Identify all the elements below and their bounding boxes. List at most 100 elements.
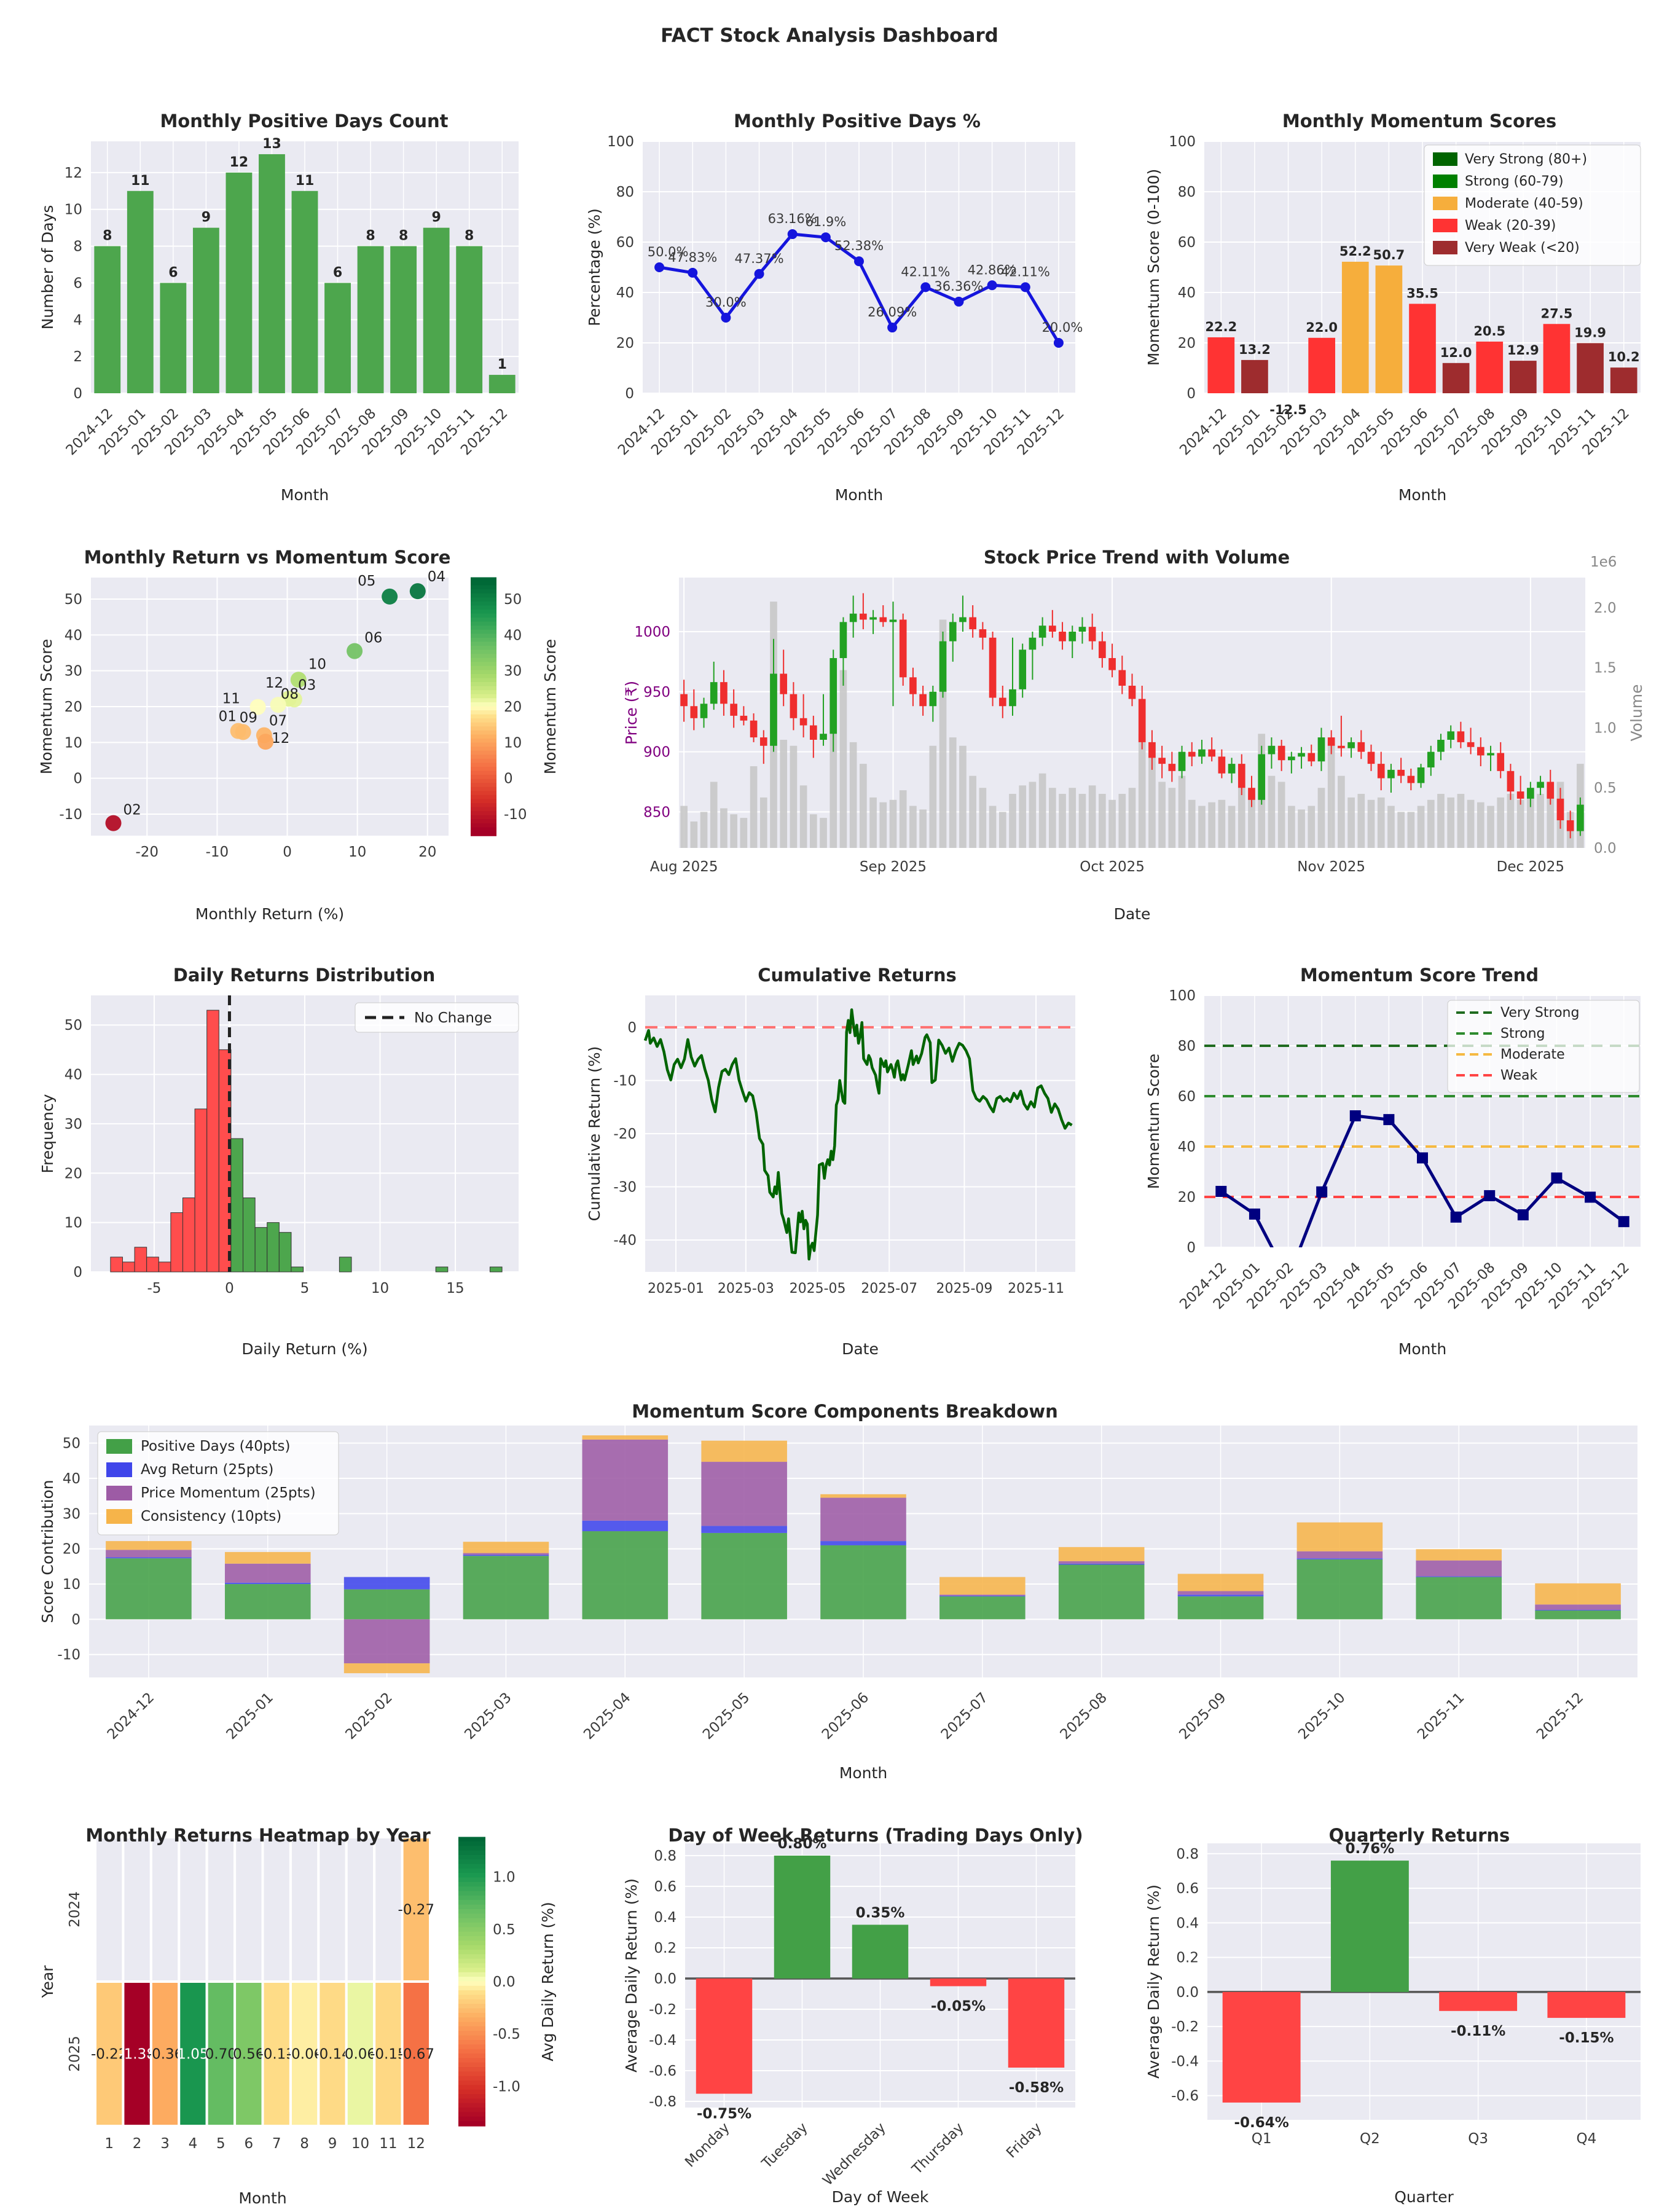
svg-text:Percentage (%): Percentage (%) (586, 208, 603, 326)
monthly-positive-pct-chart: 0 20 40 60 80 100 50.0%47.83% 30.0% 47.37% 63.16%… (586, 134, 1083, 504)
chart-monthly-returns-heatmap: Monthly Returns Heatmap by Year -0.27 -0.… (37, 1806, 602, 2212)
day-of-week-returns-chart: -0.8 -0.6 -0.4 -0.2 0.0 0.2 0.4 0.6 0.8 -0.75% 0.8… (622, 1836, 1075, 2206)
stock-price-trend-chart: 850 900 950 1000 Aug 2025 Sep 2025 Oct 2025 Nov… (622, 554, 1645, 923)
svg-text:6: 6 (333, 265, 342, 280)
svg-text:10: 10 (351, 2136, 369, 2152)
svg-text:04: 04 (428, 569, 445, 585)
svg-text:2025-07: 2025-07 (938, 1690, 991, 1743)
svg-text:-0.75%: -0.75% (697, 2106, 751, 2122)
svg-text:-0.15: -0.15 (370, 2047, 407, 2063)
svg-text:Month: Month (835, 486, 883, 504)
svg-text:100: 100 (1169, 988, 1196, 1004)
chart-monthly-positive-days-pct: Monthly Positive Days % 0 20 40 60 80 100 50.0… (584, 92, 1088, 510)
svg-text:60: 60 (1178, 1089, 1196, 1105)
chart-stock-price-trend: Stock Price Trend with Volume 850 900 950 1… (621, 528, 1653, 928)
svg-text:12.9: 12.9 (1507, 343, 1539, 358)
svg-text:Momentum Score (0-100): Momentum Score (0-100) (1145, 169, 1163, 366)
svg-text:10: 10 (63, 1577, 80, 1593)
svg-text:-5: -5 (147, 1281, 161, 1296)
svg-text:2025-07: 2025-07 (861, 1281, 917, 1296)
svg-text:40: 40 (616, 285, 634, 301)
svg-text:6: 6 (73, 275, 82, 291)
chart-return-vs-momentum: Monthly Return vs Momentum Score -10 0 10 2… (37, 528, 602, 928)
svg-text:Volume: Volume (1628, 684, 1645, 742)
svg-text:Momentum Score: Momentum Score (37, 639, 55, 774)
svg-text:1: 1 (104, 2136, 114, 2152)
svg-text:12: 12 (272, 731, 289, 747)
svg-text:8: 8 (465, 229, 474, 244)
svg-text:42.86%: 42.86% (968, 262, 1017, 277)
svg-text:Month: Month (281, 486, 329, 504)
svg-text:-0.4: -0.4 (1171, 2053, 1199, 2069)
svg-text:Q1: Q1 (1252, 2131, 1272, 2147)
svg-text:1: 1 (498, 357, 507, 372)
svg-text:6: 6 (168, 265, 178, 280)
svg-text:22.2: 22.2 (1205, 320, 1237, 334)
svg-text:2025-04: 2025-04 (581, 1690, 633, 1743)
svg-text:0: 0 (73, 386, 82, 402)
svg-text:0.76%: 0.76% (1345, 1841, 1394, 1857)
svg-text:8: 8 (103, 229, 112, 244)
svg-text:10: 10 (371, 1281, 389, 1296)
svg-text:50: 50 (65, 592, 82, 608)
svg-text:-0.14: -0.14 (314, 2047, 351, 2063)
svg-text:05: 05 (358, 573, 375, 589)
svg-text:80: 80 (616, 184, 634, 200)
svg-text:0.35%: 0.35% (856, 1905, 905, 1921)
svg-text:No Change: No Change (414, 1010, 492, 1026)
svg-text:Avg Return (25pts): Avg Return (25pts) (141, 1462, 273, 1478)
svg-text:Tuesday: Tuesday (758, 2120, 810, 2172)
svg-text:Very Strong: Very Strong (1500, 1005, 1579, 1021)
momentum-score-trend-chart: 0204060801002024-122025-012025-022025-03… (1145, 988, 1641, 1358)
svg-text:0: 0 (1186, 1240, 1196, 1256)
svg-text:Monthly Return (%): Monthly Return (%) (195, 905, 344, 923)
svg-text:5: 5 (300, 1281, 310, 1296)
cumulative-returns-chart: 0 -10 -20 -30 -40 2025-01 2025-03 2025-05 2025-0… (586, 995, 1075, 1358)
svg-text:11: 11 (222, 691, 240, 707)
svg-text:Weak: Weak (1500, 1068, 1537, 1083)
svg-text:7: 7 (272, 2136, 281, 2152)
svg-text:-0.6: -0.6 (649, 2063, 677, 2079)
svg-text:2: 2 (73, 349, 82, 365)
svg-text:26.09%: 26.09% (868, 305, 917, 320)
svg-text:Sep 2025: Sep 2025 (860, 859, 927, 875)
svg-text:Weak (20-39): Weak (20-39) (1465, 218, 1556, 233)
svg-text:Date: Date (842, 1340, 879, 1358)
svg-text:52.2: 52.2 (1339, 244, 1371, 259)
svg-text:13: 13 (262, 136, 281, 152)
svg-text:Price Momentum (25pts): Price Momentum (25pts) (141, 1485, 316, 1501)
svg-text:0.4: 0.4 (1176, 1915, 1199, 1931)
svg-text:40: 40 (504, 627, 522, 643)
svg-text:10.2: 10.2 (1608, 350, 1640, 364)
svg-text:0: 0 (283, 844, 292, 860)
svg-text:-40: -40 (613, 1233, 637, 1249)
svg-text:2025-11: 2025-11 (1008, 1281, 1064, 1296)
svg-text:11: 11 (379, 2136, 397, 2152)
svg-text:Friday: Friday (1003, 2120, 1045, 2162)
svg-text:-0.27: -0.27 (398, 1902, 435, 1918)
svg-text:2025: 2025 (67, 2036, 83, 2072)
svg-text:80: 80 (1178, 1038, 1196, 1054)
chart-day-of-week-returns: Day of Week Returns (Trading Days Only) … (621, 1806, 1088, 2212)
svg-text:06: 06 (364, 630, 382, 646)
svg-text:-0.36: -0.36 (147, 2047, 184, 2063)
svg-text:0.80%: 0.80% (778, 1836, 827, 1852)
svg-text:-30: -30 (613, 1180, 637, 1196)
svg-text:Number of Days: Number of Days (39, 205, 57, 330)
svg-text:10: 10 (504, 735, 522, 751)
svg-text:5: 5 (216, 2136, 226, 2152)
svg-text:11: 11 (296, 173, 315, 189)
svg-text:03: 03 (298, 677, 316, 693)
svg-text:20: 20 (65, 1166, 82, 1182)
svg-text:Frequency: Frequency (39, 1094, 57, 1173)
svg-text:1000: 1000 (634, 624, 670, 640)
svg-text:-1.38: -1.38 (119, 2047, 155, 2063)
svg-text:Q4: Q4 (1577, 2131, 1597, 2147)
svg-text:2025-11: 2025-11 (1414, 1690, 1467, 1743)
svg-text:0: 0 (625, 386, 634, 402)
svg-text:0.70: 0.70 (205, 2047, 237, 2063)
svg-text:2025-12: 2025-12 (1534, 1690, 1586, 1743)
svg-text:2024-12: 2024-12 (104, 1690, 157, 1743)
svg-text:9: 9 (431, 210, 441, 226)
